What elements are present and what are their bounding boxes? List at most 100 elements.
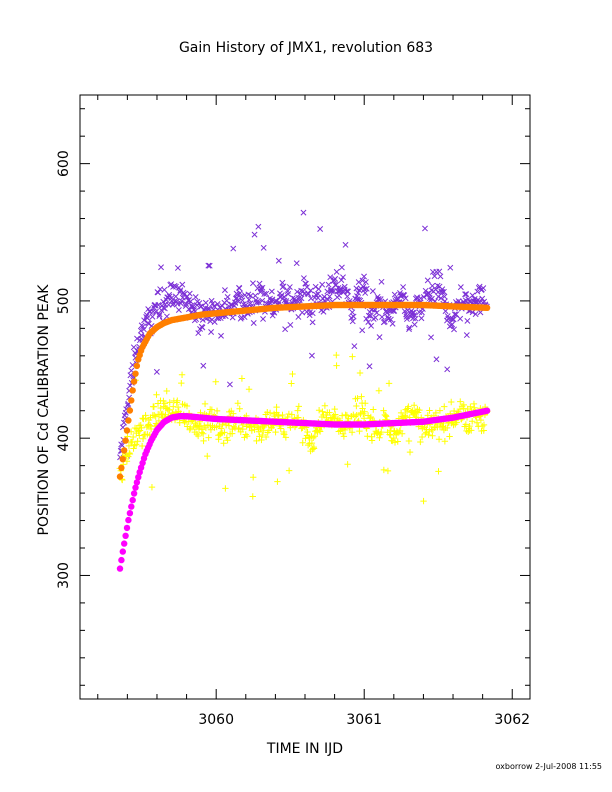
scatter-point <box>411 321 418 328</box>
scatter-point <box>426 407 433 414</box>
scatter-point <box>257 425 264 433</box>
scatter-point <box>310 445 318 452</box>
scatter-point <box>340 274 346 281</box>
scatter-point <box>247 292 254 299</box>
trend-point <box>119 548 127 555</box>
scatter-point <box>211 303 218 310</box>
scatter-point <box>275 257 282 264</box>
scatter-point <box>317 226 324 232</box>
scatter-point <box>442 308 449 315</box>
scatter-point <box>159 410 167 418</box>
chart-title: Gain History of JMX1, revolution 683 <box>179 40 433 56</box>
scatter-point <box>212 378 219 385</box>
scatter-point <box>230 410 237 417</box>
scatter-point <box>405 403 412 410</box>
scatter-point <box>391 439 399 446</box>
trend-point <box>129 496 136 504</box>
scatter-point <box>274 478 281 485</box>
scatter-point <box>457 315 464 322</box>
scatter-point <box>436 407 444 414</box>
scatter-point <box>451 311 458 318</box>
trend-point <box>133 362 141 370</box>
scatter-point <box>450 407 458 415</box>
x-tick-label: 3060 <box>198 712 234 728</box>
trend-point <box>483 304 491 311</box>
scatter-point <box>142 415 150 422</box>
scatter-point <box>150 403 158 410</box>
scatter-point <box>475 296 481 303</box>
scatter-point <box>361 400 369 407</box>
scatter-point <box>166 399 173 406</box>
scatter-point <box>373 429 380 436</box>
scatter-point <box>161 400 169 407</box>
scatter-point <box>126 449 133 457</box>
scatter-point <box>146 422 154 429</box>
scatter-point <box>417 438 424 446</box>
series-0 <box>117 209 490 461</box>
scatter-point <box>453 419 460 426</box>
scatter-point <box>170 403 177 410</box>
scatter-point <box>428 295 435 302</box>
scatter-point <box>349 318 356 325</box>
trend-point <box>126 407 134 414</box>
scatter-point <box>264 408 271 416</box>
scatter-point <box>425 431 432 439</box>
scatter-point <box>286 284 293 290</box>
scatter-point <box>138 424 145 432</box>
scatter-point <box>385 380 393 387</box>
scatter-point <box>144 315 151 321</box>
scatter-point <box>208 406 216 413</box>
scatter-point <box>226 381 233 388</box>
scatter-point <box>130 445 137 452</box>
scatter-point <box>260 315 267 322</box>
scatter-point <box>163 387 170 395</box>
scatter-point <box>389 320 396 327</box>
scatter-point <box>343 412 351 419</box>
scatter-point <box>435 468 442 475</box>
scatter-point <box>168 281 175 288</box>
scatter-point <box>315 407 323 414</box>
y-tick-label: 300 <box>56 562 72 589</box>
scatter-point <box>287 321 294 328</box>
scatter-point <box>156 313 163 319</box>
trend-point <box>116 473 124 480</box>
scatter-point <box>348 429 356 436</box>
y-tick-label: 500 <box>56 288 72 315</box>
scatter-point <box>329 288 335 295</box>
scatter-point <box>308 439 316 447</box>
scatter-point <box>208 329 215 335</box>
scatter-point <box>418 433 426 441</box>
scatter-point <box>243 432 251 440</box>
scatter-point <box>473 419 481 426</box>
scatter-point <box>273 403 280 411</box>
scatter-point <box>375 296 382 302</box>
trend-point <box>119 456 127 463</box>
scatter-point <box>256 299 262 306</box>
scatter-point <box>178 371 186 379</box>
scatter-point <box>186 426 193 433</box>
scatter-point <box>224 293 231 300</box>
scatter-point <box>220 440 227 447</box>
scatter-point <box>344 461 351 468</box>
scatter-point <box>333 268 340 275</box>
scatter-point <box>433 356 440 363</box>
scatter-point <box>363 285 370 292</box>
scatter-point <box>390 307 397 314</box>
scatter-point <box>281 431 288 438</box>
scatter-point <box>406 324 413 331</box>
scatter-point <box>405 437 413 445</box>
scatter-point <box>186 290 193 297</box>
scatter-point <box>195 330 202 337</box>
scatter-point <box>236 285 243 292</box>
scatter-point <box>152 308 159 315</box>
scatter-point <box>380 407 387 414</box>
scatter-point <box>230 423 237 430</box>
scatter-point <box>471 404 478 411</box>
scatter-point <box>304 428 311 436</box>
scatter-point <box>136 432 143 439</box>
scatter-point <box>477 416 485 424</box>
scatter-point <box>351 343 358 350</box>
scatter-point <box>242 431 249 438</box>
scatter-point <box>217 430 225 438</box>
scatter-point <box>255 428 263 435</box>
